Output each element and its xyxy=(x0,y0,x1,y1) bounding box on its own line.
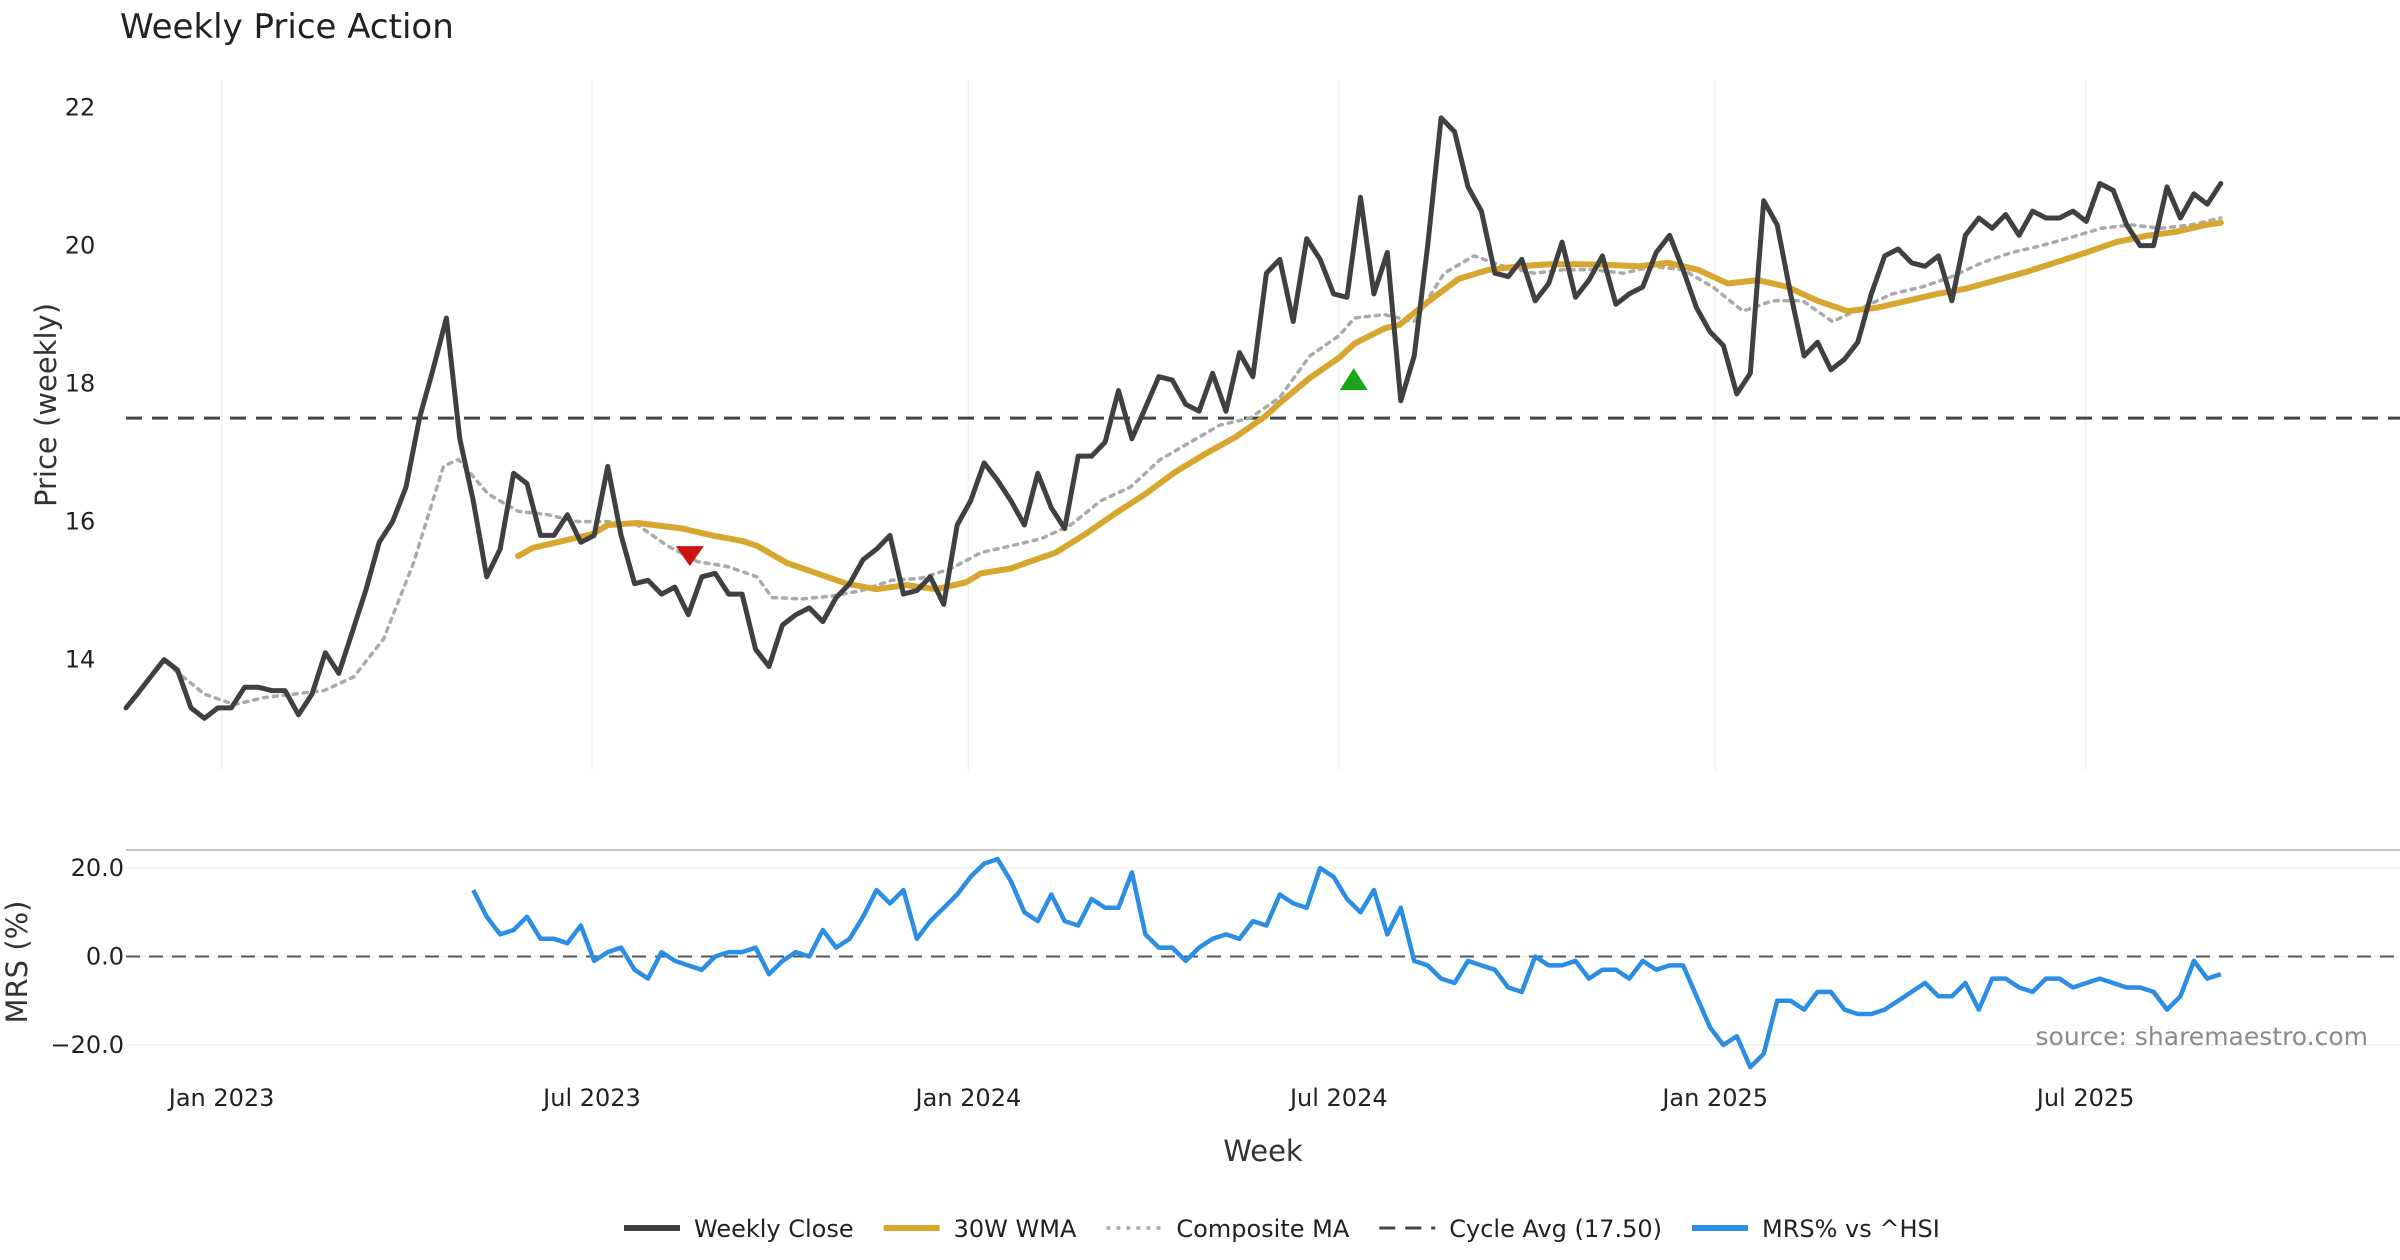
chart-title: Weekly Price Action xyxy=(120,7,454,47)
mrs-axis-label: MRS (%) xyxy=(0,901,34,1024)
series-30w-wma xyxy=(515,219,2224,593)
source-credit: source: sharemaestro.com xyxy=(2036,1022,2369,1051)
mrs-ytick-0: 20.0 xyxy=(71,854,124,882)
x-tick-3: Jul 2024 xyxy=(1288,1084,1388,1112)
price-ytick-14: 14 xyxy=(65,646,96,674)
buy-signal-marker-1 xyxy=(1339,368,1368,391)
legend-label-2: Composite MA xyxy=(1176,1215,1349,1243)
price-series xyxy=(123,115,2224,721)
x-tick-1: Jul 2023 xyxy=(541,1084,641,1112)
price-grid xyxy=(220,80,2087,770)
mrs-series xyxy=(471,856,2222,1070)
mrs-panel: 20.0 0.0 −20.0 xyxy=(50,849,2400,1070)
series-mrs-vs-hsi xyxy=(471,856,2222,1070)
legend-label-1: 30W WMA xyxy=(954,1215,1077,1243)
sell-signal-marker-0 xyxy=(675,546,704,567)
price-ytick-22: 22 xyxy=(65,94,96,122)
price-ytick-20: 20 xyxy=(65,232,96,260)
legend-item-4: MRS% vs ^HSI xyxy=(1691,1215,1940,1243)
price-ytick-18: 18 xyxy=(65,370,96,398)
x-axis-label: Week xyxy=(1223,1134,1303,1168)
legend-label-4: MRS% vs ^HSI xyxy=(1762,1215,1940,1243)
price-panel: 14 16 18 20 22 xyxy=(65,80,2400,770)
series-weekly-close xyxy=(123,115,2224,721)
x-tick-5: Jul 2025 xyxy=(2035,1084,2135,1112)
signal-markers xyxy=(675,368,1368,567)
x-axis-ticks: Jan 2023 Jul 2023 Jan 2024 Jul 2024 Jan 2025… xyxy=(167,1084,2135,1112)
legend: Weekly Close 30W WMA Composite MA Cycle Avg… xyxy=(624,1215,1940,1243)
price-ytick-16: 16 xyxy=(65,508,96,536)
x-tick-2: Jan 2024 xyxy=(914,1084,1022,1112)
mrs-ytick-1: 0.0 xyxy=(86,943,124,971)
legend-item-0: Weekly Close xyxy=(624,1215,854,1243)
x-tick-4: Jan 2025 xyxy=(1660,1084,1768,1112)
legend-item-2: Composite MA xyxy=(1106,1215,1350,1243)
legend-label-3: Cycle Avg (17.50) xyxy=(1449,1215,1662,1243)
mrs-ytick-2: −20.0 xyxy=(50,1031,124,1059)
mrs-y-ticks: 20.0 0.0 −20.0 xyxy=(50,854,124,1059)
x-tick-0: Jan 2023 xyxy=(167,1084,275,1112)
price-axis-label: Price (weekly) xyxy=(29,303,63,507)
price-y-ticks: 14 16 18 20 22 xyxy=(65,94,96,674)
legend-label-0: Weekly Close xyxy=(694,1215,854,1243)
legend-item-1: 30W WMA xyxy=(883,1215,1077,1243)
legend-item-3: Cycle Avg (17.50) xyxy=(1379,1215,1662,1243)
